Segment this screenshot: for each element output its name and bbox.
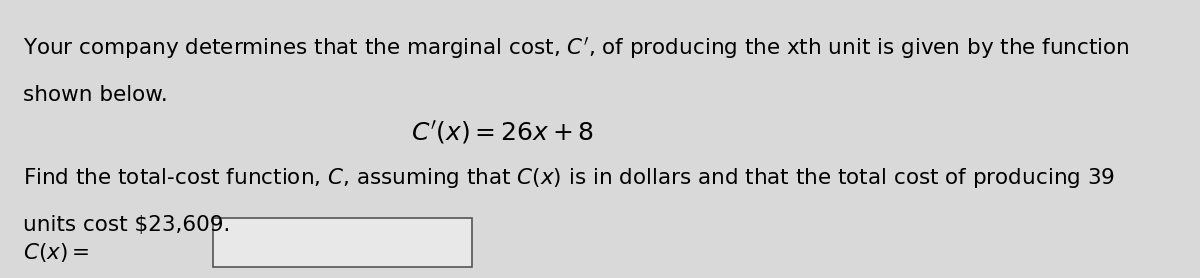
Text: $C(x) =$: $C(x) =$ (23, 240, 89, 264)
Text: units cost $23,609.: units cost $23,609. (23, 215, 230, 235)
FancyBboxPatch shape (212, 218, 473, 267)
Text: Your company determines that the marginal cost, $C'$, of producing the xth unit : Your company determines that the margina… (23, 36, 1129, 61)
Text: Find the total-cost function, $C$, assuming that $C(x)$ is in dollars and that t: Find the total-cost function, $C$, assum… (23, 166, 1115, 190)
Text: $C'(x) = 26x + 8$: $C'(x) = 26x + 8$ (410, 118, 594, 146)
Text: shown below.: shown below. (23, 85, 168, 105)
